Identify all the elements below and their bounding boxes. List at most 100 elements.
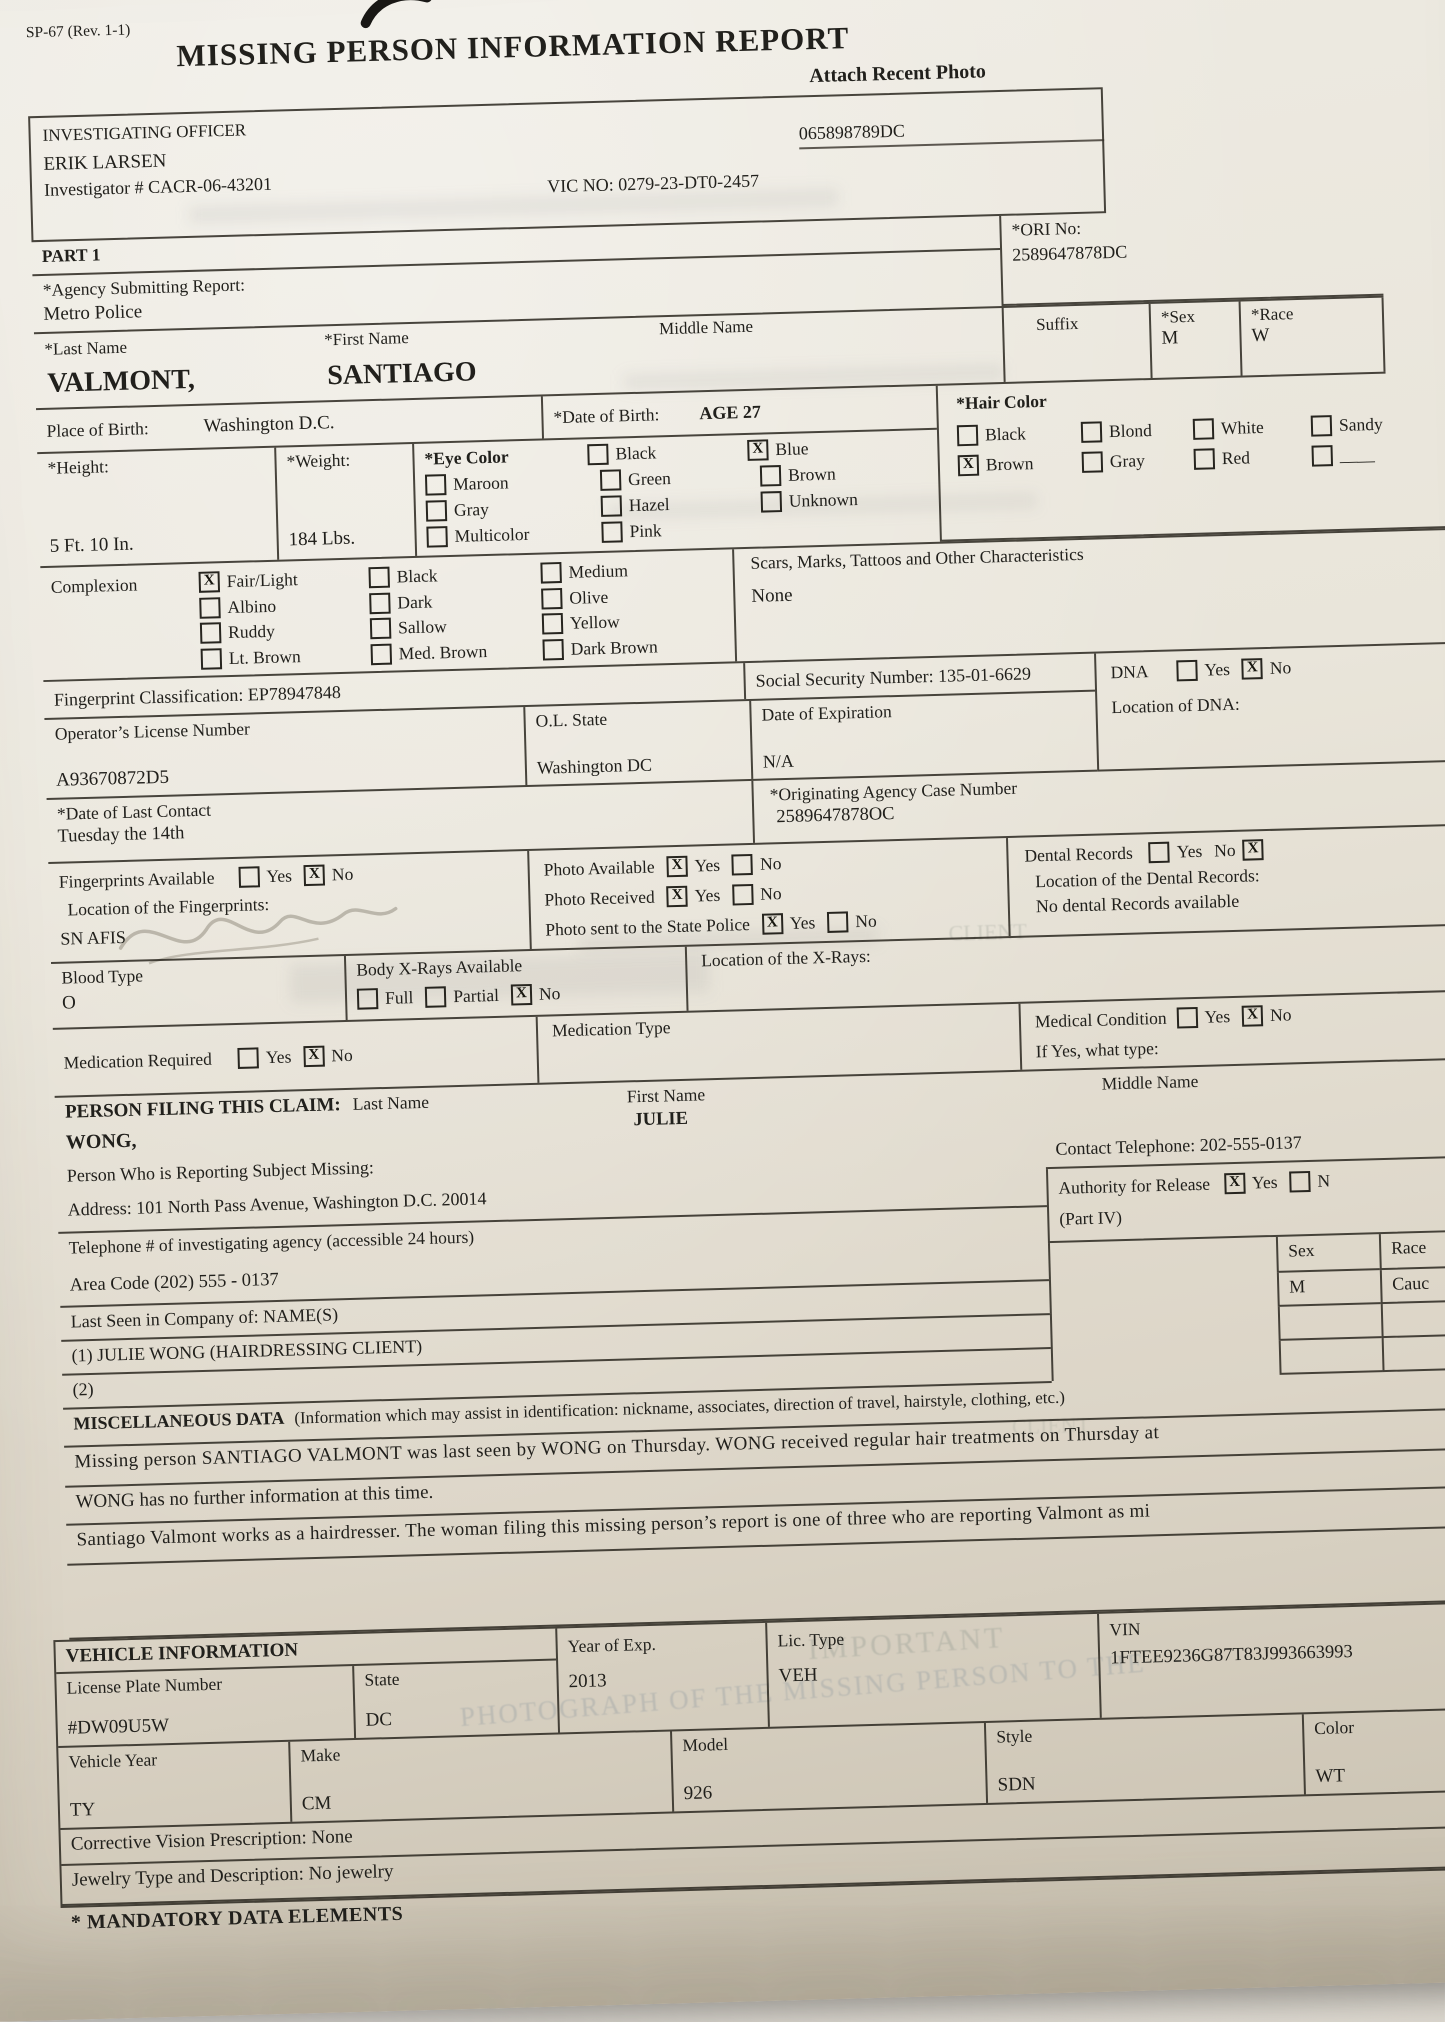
dark-hook-mark xyxy=(360,0,433,29)
authority-cell: Authority for Release X Yes N (Part IV) xyxy=(1045,1157,1445,1244)
photo-available-yes: X Yes xyxy=(666,854,720,877)
medication-type-cell: Medication Type xyxy=(535,1003,1021,1083)
dna-yes-option: Yes xyxy=(1176,658,1230,681)
photo-sent-no: No xyxy=(827,910,877,933)
checkbox: X xyxy=(1241,657,1264,680)
attach-photo-label: Attach Recent Photo xyxy=(809,60,987,88)
weight-label: *Weight: xyxy=(286,449,351,472)
eye-color-option: Black xyxy=(587,440,736,465)
dental-cell: Dental Records Yes No X Location of the D… xyxy=(1005,825,1445,937)
missing-person-form: SP-67 (Rev. 1-1) MISSING PERSON INFORMAT… xyxy=(26,0,1445,1948)
pob-label: Place of Birth: xyxy=(46,417,149,441)
hair-color-option: Sandy xyxy=(1310,413,1383,437)
vehicle-year-value: TY xyxy=(69,1799,96,1821)
scars-cell: Scars, Marks, Tattoos and Other Characte… xyxy=(732,529,1445,662)
suffix-label: Suffix xyxy=(1035,313,1079,335)
height-value: 5 Ft. 10 In. xyxy=(49,533,134,557)
first-name-label: *First Name xyxy=(324,328,410,350)
vic-number: VIC NO: 0279-23-DT0-2457 xyxy=(546,170,760,197)
model-value: 926 xyxy=(683,1782,713,1805)
complexion-option: Lt. Brown xyxy=(200,642,372,672)
weight-value: 184 Lbs. xyxy=(288,527,356,551)
checkbox xyxy=(1192,417,1215,440)
checkbox: X xyxy=(666,855,688,877)
sex-cell: *Sex M xyxy=(1148,301,1241,379)
hair-color-option: Red xyxy=(1193,445,1301,470)
eye-color-option: X Blue xyxy=(747,438,809,461)
expiration-cell: Date of Expiration N/A xyxy=(749,691,1098,779)
claim-last-value: WONG, xyxy=(65,1129,137,1154)
sex-column-value: M xyxy=(1276,1270,1381,1307)
checkbox: X xyxy=(957,454,980,476)
checkbox xyxy=(1193,447,1216,470)
checkbox xyxy=(1080,420,1103,443)
checkbox xyxy=(1081,450,1104,473)
hair-color-option: Gray xyxy=(1081,449,1183,473)
color-cell: Color WT xyxy=(1301,1709,1445,1795)
checkbox: X xyxy=(510,983,533,1006)
sex-column-header: Sex xyxy=(1275,1234,1380,1273)
expiration-value: N/A xyxy=(762,750,795,772)
lic-type-cell: Lic. Type VEH xyxy=(765,1613,1100,1727)
checkbox xyxy=(600,494,623,517)
vin-cell: VIN 1FTEE9236G87T83J993663993 xyxy=(1097,1603,1445,1718)
checkbox xyxy=(1310,414,1333,437)
eye-color-option: Unknown xyxy=(760,488,859,513)
hair-color-option: Blond xyxy=(1080,419,1182,443)
checkbox: X xyxy=(303,864,326,886)
photo-available-no: No xyxy=(731,853,782,875)
blood-type-cell: Blood Type O xyxy=(51,956,346,1028)
photo-sent-yes: X Yes xyxy=(761,912,816,935)
state-value: DC xyxy=(365,1709,393,1731)
checkbox xyxy=(1311,444,1334,467)
complexion-cell: Complexion X Fair/Light Albino Ruddy Lt. … xyxy=(40,549,735,680)
checkbox xyxy=(956,424,979,446)
height-cell: *Height: 5 Ft. 10 In. xyxy=(37,447,280,567)
hair-color-option: X Brown xyxy=(957,452,1071,476)
ol-number-cell: Operator’s License Number A93670872D5 xyxy=(54,718,251,791)
checkbox: X xyxy=(761,912,784,935)
xray-cell: Body X-Rays Available Full Partial X No xyxy=(343,946,687,1021)
hair-color-cell: *Hair Color Black Blond White Sandy X Bro… xyxy=(935,371,1445,542)
vehicle-year-cell: Vehicle Year TY xyxy=(68,1749,158,1821)
claim-first-label: First Name xyxy=(626,1084,706,1107)
eye-color-option: Hazel xyxy=(600,491,750,517)
race-cell: *Race W xyxy=(1238,297,1386,376)
checkbox xyxy=(542,638,565,661)
checkbox xyxy=(601,520,623,543)
checkbox xyxy=(425,985,447,1008)
checkbox xyxy=(370,643,393,665)
last-name-label: *Last Name xyxy=(44,337,128,359)
claim-middle-label-cell: Middle Name xyxy=(1101,1070,1199,1094)
checkbox: X xyxy=(303,1045,325,1067)
checkbox: X xyxy=(1241,1004,1264,1027)
claim-first-value: JULIE xyxy=(633,1108,689,1131)
complexion-option: Dark Brown xyxy=(542,634,658,663)
checkbox xyxy=(541,587,563,610)
authority-yes-option: X Yes xyxy=(1223,1171,1278,1194)
complexion-option: Olive xyxy=(541,583,657,612)
style-value: SDN xyxy=(997,1773,1036,1796)
exp-cell: Year of Exp. 2013 xyxy=(555,1622,768,1733)
middle-name-label: Middle Name xyxy=(658,316,754,339)
medication-yes-option: Yes xyxy=(237,1046,292,1069)
eye-color-option: Maroon xyxy=(424,470,589,496)
checkbox xyxy=(368,566,390,589)
suffix-cell: Suffix xyxy=(1001,304,1151,382)
misc-header: MISCELLANEOUS DATA xyxy=(73,1407,285,1434)
xray-no-option: X No xyxy=(510,983,561,1006)
sex-label: *Sex xyxy=(1160,306,1196,327)
plate-value: #DW09U5W xyxy=(67,1715,170,1739)
style-cell: Style SDN xyxy=(983,1714,1304,1803)
checkbox xyxy=(238,865,260,888)
plate-cell: License Plate Number #DW09U5W xyxy=(56,1666,357,1747)
checkbox xyxy=(1176,1006,1198,1029)
photo-cell: Photo Available X Yes No Photo Received X… xyxy=(527,838,1009,950)
eye-color-option: Brown xyxy=(759,463,836,487)
eye-color-option: Green xyxy=(599,465,749,491)
fingerprints-no-option: X No xyxy=(303,863,354,886)
checkbox xyxy=(1148,841,1171,863)
first-name-value: SANTIAGO xyxy=(326,356,477,392)
eye-color-cell: *Eye Color Black X Blue Maroon Green Brow… xyxy=(414,430,940,556)
